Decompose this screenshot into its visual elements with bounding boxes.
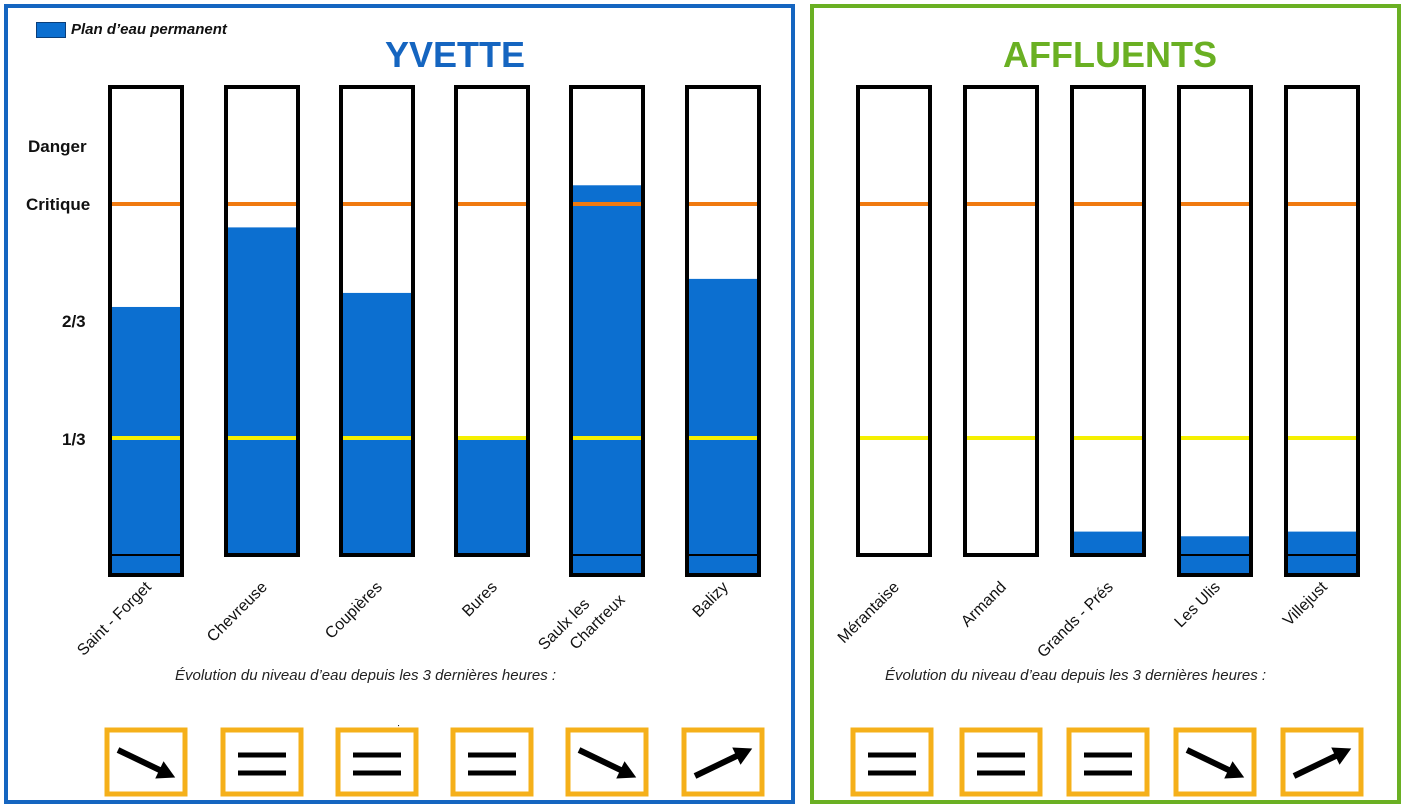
- water-bar-saint-forget: [110, 306, 182, 575]
- gauge-frame-grands-pr-s: [1070, 85, 1146, 557]
- gauge-frame-villejust: [1284, 85, 1360, 577]
- water-bar-coupi-res: [341, 292, 413, 555]
- trend-down-arrowhead-les-ulis: [1224, 761, 1245, 779]
- station-label-villejust: Villejust: [1280, 578, 1331, 629]
- station-label-les-ulis: Les Ulis: [1172, 579, 1224, 631]
- trend-down-arrowhead-saulx-les-chartreux: [616, 761, 637, 779]
- station-label-chevreuse: Chevreuse: [204, 579, 271, 646]
- station-label-saulx-les-chartreux: Saulx lesChartreux: [535, 576, 628, 669]
- label-two-thirds: 2/3: [62, 312, 86, 331]
- legend-swatch: [36, 21, 66, 38]
- station-label-armand: Armand: [958, 579, 1010, 631]
- label-critique: Critique: [26, 195, 91, 214]
- trend-box-chevreuse: [220, 727, 304, 797]
- water-base-balizy: [687, 555, 759, 575]
- trend-box-m-rantaise: [850, 727, 934, 797]
- gauge-frame-bures: [454, 85, 530, 557]
- legend-label: Plan d’eau permanent: [71, 21, 227, 38]
- station-label-bures: Bures: [459, 579, 501, 621]
- trend-up-arrowhead-villejust: [1331, 747, 1352, 765]
- label-danger: Danger: [28, 137, 87, 156]
- water-base-les-ulis: [1179, 555, 1251, 575]
- trend-box-grands-pr-s: [1066, 727, 1150, 797]
- trend-up-arrowhead-balizy: [732, 747, 753, 765]
- gauge-frame-balizy: [685, 85, 761, 577]
- gauge-frame-chevreuse: [224, 85, 300, 557]
- water-bar-grands-pr-s: [1072, 531, 1144, 555]
- trend-box-bures: [450, 727, 534, 797]
- gauge-frame-saulx-les-chartreux: [569, 85, 645, 577]
- gauge-frame-armand: [963, 85, 1039, 557]
- gauge-frame-m-rantaise: [856, 85, 932, 557]
- station-label-balizy: Balizy: [690, 579, 732, 621]
- station-label-grands-pr-s: Grands - Prés: [1034, 579, 1116, 661]
- trend-box-armand: [959, 727, 1043, 797]
- water-bar-chevreuse: [226, 227, 298, 555]
- water-bar-bures: [456, 438, 528, 555]
- station-label-coupi-res: Coupières: [322, 579, 386, 643]
- evolution-caption-affluents: Évolution du niveau d’eau depuis les 3 d…: [885, 667, 1267, 684]
- legend: Plan d’eau permanent: [36, 21, 227, 38]
- gauge-frame-saint-forget: [108, 85, 184, 577]
- water-bar-saulx-les-chartreux: [571, 185, 643, 575]
- gauge-frame-coupi-res: [339, 85, 415, 557]
- trend-down-arrowhead-saint-forget: [155, 761, 176, 779]
- gauge-frame-les-ulis: [1177, 85, 1253, 577]
- station-label-m-rantaise: Mérantaise: [835, 579, 903, 647]
- water-bar-balizy: [687, 278, 759, 575]
- station-label-saint-forget: Saint - Forget: [74, 578, 155, 659]
- trend-box-coupi-res: [335, 727, 419, 797]
- evolution-caption-yvette: Évolution du niveau d’eau depuis les 3 d…: [175, 667, 557, 684]
- title-affluents: AFFLUENTS: [1003, 34, 1217, 75]
- water-base-saulx-les-chartreux: [571, 555, 643, 575]
- water-base-saint-forget: [110, 555, 182, 575]
- label-one-third: 1/3: [62, 430, 86, 449]
- title-yvette: YVETTE: [384, 34, 526, 75]
- water-base-villejust: [1286, 555, 1358, 575]
